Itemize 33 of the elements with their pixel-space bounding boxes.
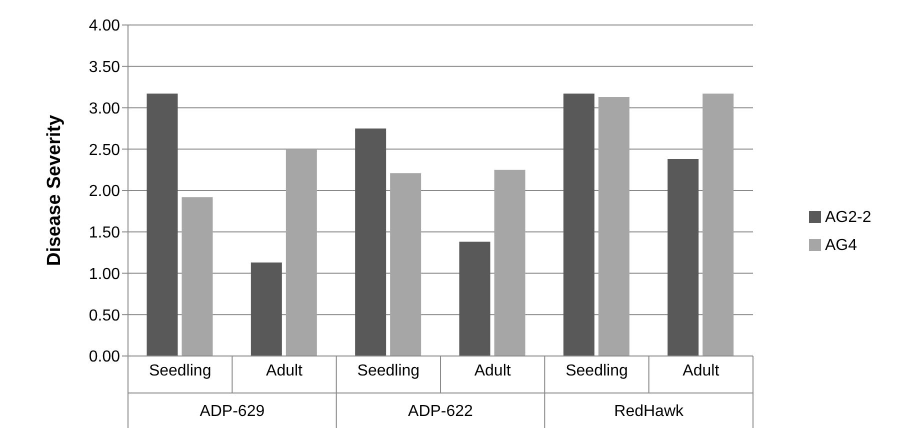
legend-label: AG2-2 [825, 208, 872, 226]
y-tick-label: 4.00 [88, 18, 120, 35]
y-tick-label: 3.00 [88, 100, 120, 118]
bar [494, 170, 526, 356]
x-tick-label: Adult [682, 362, 720, 380]
bar [598, 96, 630, 356]
bar [182, 197, 213, 356]
bar [390, 173, 422, 356]
bar [250, 262, 282, 356]
bar [355, 128, 386, 356]
bar [459, 242, 490, 356]
bar [563, 94, 594, 356]
y-tick-label: 3.50 [88, 59, 120, 76]
bar [146, 94, 178, 356]
legend-label: AG4 [825, 236, 858, 254]
y-axis-title: Disease Severity [44, 114, 65, 266]
text: ADP-622 [408, 403, 474, 420]
text: RedHawk [614, 403, 685, 420]
x-tick-label: Seedling [148, 362, 212, 380]
bar [702, 94, 734, 356]
y-tick-label: 0.50 [88, 307, 120, 324]
y-tick-label: 1.50 [88, 224, 120, 242]
x-tick-label: Seedling [566, 362, 628, 380]
text: ADP-629 [200, 403, 265, 420]
x-tick-label: Adult [266, 362, 304, 380]
y-tick-label: 0.00 [88, 348, 120, 366]
x-tick-label: Seedling [357, 362, 420, 380]
y-tick-label: 2.00 [88, 183, 120, 200]
y-tick-label: 2.50 [88, 142, 120, 159]
bar [668, 159, 699, 356]
y-tick-label: 1.00 [88, 266, 120, 283]
x-tick-label: Adult [474, 362, 512, 380]
bar [286, 149, 317, 356]
